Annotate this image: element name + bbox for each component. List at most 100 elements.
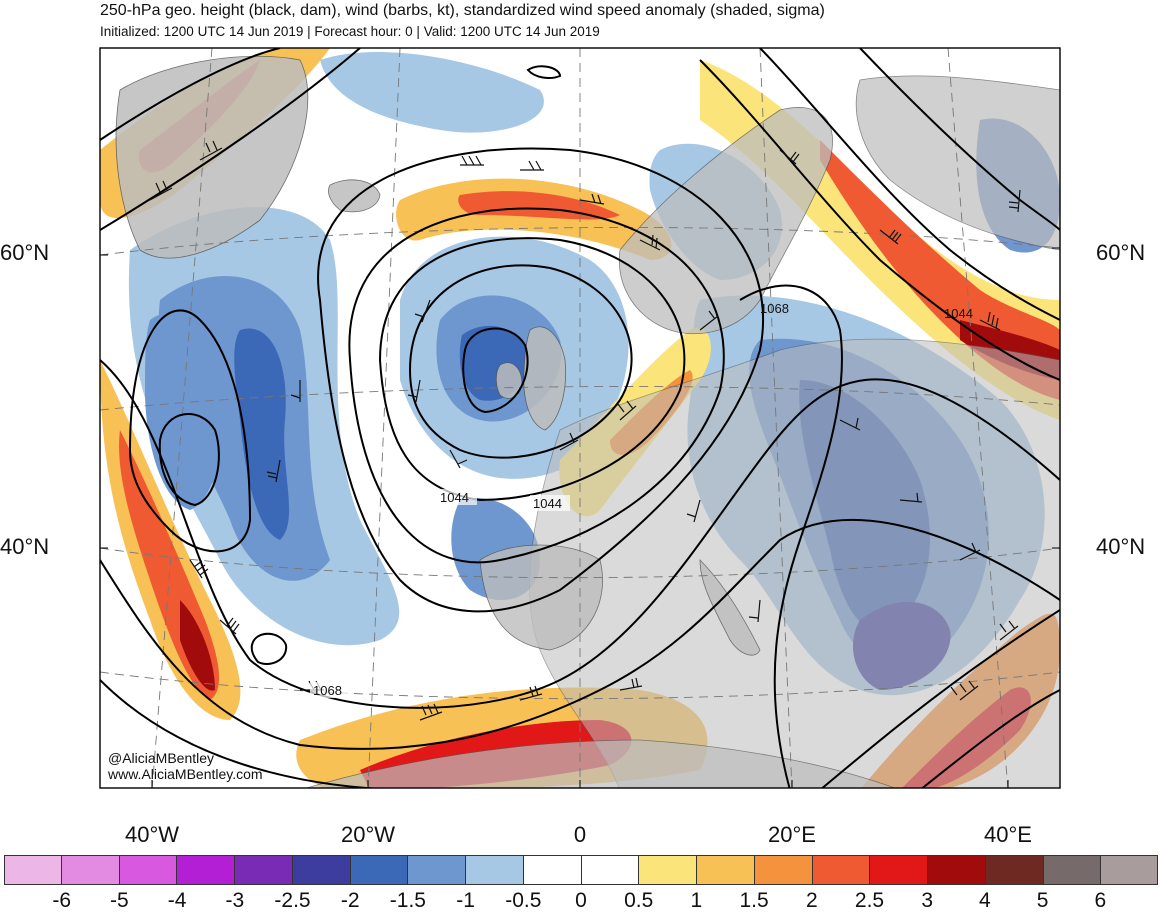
grid-lon-40e xyxy=(947,48,1009,788)
colorbar-tick-label: -6 xyxy=(52,889,72,912)
colorbar-tick-label: 1.5 xyxy=(739,889,769,912)
wind-barb xyxy=(290,380,301,402)
lat-label-40n-right: 40°N xyxy=(1096,534,1146,559)
colorbar-tick-label: 6 xyxy=(1094,889,1107,912)
contour-long-3 xyxy=(100,679,383,788)
colorbar-tick-label: 4 xyxy=(979,889,991,912)
wind-barb xyxy=(419,703,443,721)
chart-title: 250-hPa geo. height (black, dam), wind (… xyxy=(100,2,825,19)
colorbar-tick-label: 1 xyxy=(690,889,703,912)
wind-barbs xyxy=(149,140,1021,721)
colorbar-tick-label: -0.5 xyxy=(505,889,542,912)
britain xyxy=(523,326,566,431)
colorbar-tick-label: 0 xyxy=(575,889,587,912)
grid-lat-50 xyxy=(100,386,1060,411)
lon-label-40w: 40°W xyxy=(124,822,180,847)
colorbar-tick-label: 2 xyxy=(805,889,818,912)
wind-barb xyxy=(219,617,240,635)
wind-barb xyxy=(559,432,579,451)
blue-anomaly-west-atlantic xyxy=(145,313,224,510)
blue-anomaly-atlantic-inner xyxy=(234,328,290,540)
colorbar-swatch xyxy=(1101,855,1158,885)
colorbar-swatch xyxy=(523,855,582,885)
contour-northeast-1 xyxy=(699,59,1060,381)
colorbar-swatch xyxy=(350,855,409,885)
colorbar-tick-label: -4 xyxy=(167,889,187,912)
land-masses xyxy=(115,55,1060,788)
contour-southeast-1 xyxy=(820,609,1060,788)
scandinavia xyxy=(618,107,833,335)
grid-lat-60 xyxy=(100,227,1060,256)
colorbar-tick-label: 5 xyxy=(1036,889,1049,912)
grid-lat-30 xyxy=(100,671,1060,700)
wind-barb xyxy=(266,459,281,483)
lat-label-40n-left: 40°N xyxy=(0,534,50,559)
colorbar-swatch xyxy=(870,855,928,885)
warm-anomaly-southwest-jet-max xyxy=(180,600,215,691)
contour-northwest-2 xyxy=(100,48,361,231)
colorbar-tick-label: 3 xyxy=(921,889,934,912)
contour-label: 1044 xyxy=(440,490,469,505)
grid-lon-20e xyxy=(759,48,793,788)
credit-twitter: @AliciaMBentley xyxy=(108,750,215,766)
credit-website: www.AliciaMBentley.com xyxy=(108,766,263,782)
contour-northeast-2 xyxy=(759,48,1060,321)
lat-label-60n-left: 60°N xyxy=(0,240,50,265)
contour-top-center xyxy=(526,65,562,79)
wind-barb xyxy=(639,234,661,251)
grid-lat-40 xyxy=(100,547,1060,579)
contour-low-inner xyxy=(462,327,529,414)
colorbar-swatch xyxy=(119,855,178,885)
contour-europe-trough xyxy=(739,284,843,788)
wind-barb xyxy=(999,620,1019,641)
wind-barb xyxy=(619,677,643,691)
wind-barb xyxy=(686,499,701,523)
axis-ticks xyxy=(100,247,1060,788)
wind-barb xyxy=(950,680,979,701)
lat-label-60n-right: 60°N xyxy=(1096,240,1146,265)
italy xyxy=(699,559,761,656)
colorbar-tick-label: -5 xyxy=(110,889,129,912)
height-contours xyxy=(100,48,1060,788)
wind-barb xyxy=(617,400,637,421)
contour-west-1 xyxy=(128,309,252,553)
colorbar-swatch xyxy=(754,855,813,885)
wind-barb xyxy=(414,299,431,323)
colorbar-swatch xyxy=(581,855,640,885)
wind-barb xyxy=(149,180,173,201)
colorbar-swatch xyxy=(985,855,1044,885)
colorbar-swatch xyxy=(408,855,466,885)
contour-label: 1044 xyxy=(533,496,562,511)
lon-label-40e: 40°E xyxy=(984,822,1032,847)
wind-barb xyxy=(520,160,544,171)
colorbar-tick-label: -1.5 xyxy=(389,889,426,912)
wind-barb xyxy=(189,559,209,579)
colorbar-tick-label: -1 xyxy=(456,889,475,912)
wind-barb xyxy=(199,140,223,161)
colorbar-tick-label: -3 xyxy=(225,889,245,912)
contour-label: 1068 xyxy=(760,301,789,316)
contour-small-ring xyxy=(250,632,288,665)
greenland xyxy=(115,55,309,259)
contour-ridge-1 xyxy=(317,147,765,613)
contour-labels: 1068 1044 1044 1044 1068 xyxy=(310,301,973,698)
wind-barb xyxy=(460,155,484,166)
contour-label: 1068 xyxy=(313,683,342,698)
colorbar-swatch xyxy=(4,855,62,885)
contour-low-2 xyxy=(378,237,686,502)
contour-low-1 xyxy=(408,264,633,459)
contour-long-1 xyxy=(100,359,1060,709)
colorbar-swatch xyxy=(177,855,235,885)
wind-barb xyxy=(839,417,861,431)
colorbar-tick-label: -2.5 xyxy=(274,889,311,912)
colorbar-tick-label: 0.5 xyxy=(624,889,654,912)
contour-low-3 xyxy=(348,207,725,564)
chart-subtitle: Initialized: 1200 UTC 14 Jun 2019 | Fore… xyxy=(100,24,600,39)
wind-barb xyxy=(519,685,543,701)
wind-barb xyxy=(899,492,923,503)
contour-southeast-2 xyxy=(920,689,1060,788)
graticule xyxy=(100,48,1060,788)
wind-barb xyxy=(579,193,605,205)
colorbar-swatch xyxy=(697,855,755,885)
